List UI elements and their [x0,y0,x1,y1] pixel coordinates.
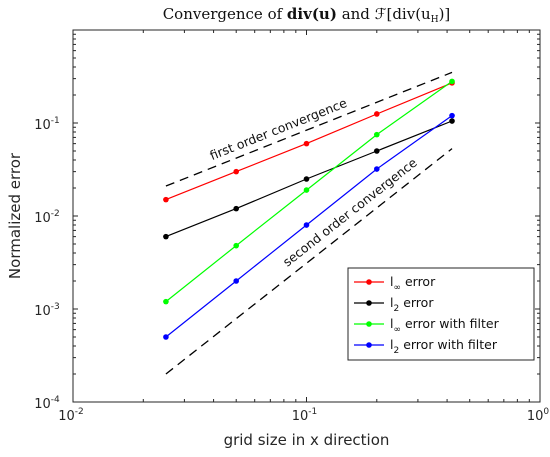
legend-entry: l∞ error [390,274,436,293]
legend-entry: l2 error with filter [390,337,498,356]
title-term2-prefix: ℱ[div(u [375,5,431,23]
title-term1: div(u) [287,5,337,23]
x-tick-label: 10-1 [292,407,318,424]
x-axis-label: grid size in x direction [224,431,390,449]
data-point-2 [163,233,169,240]
series-line-1 [165,82,453,201]
axis-ticks: 10-2 10-1 100 10-4 10-3 10-2 10-1 [34,29,550,424]
legend-entry: l∞ error with filter [390,316,500,335]
data-point-3 [163,298,169,305]
data-point-1 [233,168,240,175]
data-point-2 [449,118,455,124]
data-point-4 [233,278,240,284]
data-point-1 [303,140,310,147]
title-joiner: and [337,5,375,23]
y-tick-label: 10-3 [34,302,60,319]
legend-swatch-marker [366,279,372,285]
title-term2-suffix: )] [439,5,451,23]
data-point-4 [303,222,310,228]
legend: l∞ error l2 error l∞ error with filter l2 e… [347,267,535,361]
reference-line-first-order [165,71,453,187]
data-point-2 [373,148,380,154]
y-tick-label: 10-2 [34,209,60,226]
data-point-1 [373,111,380,117]
data-point-4 [373,166,380,172]
data-point-2 [303,176,310,182]
legend-swatch-marker [366,342,372,348]
data-point-3 [303,187,310,193]
legend-entry: l2 error [390,295,434,314]
x-tick-label: 10-2 [58,407,84,424]
data-point-4 [449,112,455,119]
data-point-3 [449,78,455,85]
title-term2-sub: H [431,15,439,25]
y-tick-label: 10-4 [34,395,60,412]
data-series [163,78,455,340]
annotation-first-order: first order convergence [208,95,350,163]
legend-swatch-marker [366,300,372,306]
y-tick-label: 10-1 [34,116,60,133]
legend-swatch-marker [366,321,372,327]
chart-title: Convergence of div(u) and ℱ[div(uH)] [163,5,451,25]
title-prefix: Convergence of [163,5,287,23]
data-point-3 [233,242,240,249]
data-point-2 [233,205,240,212]
reference-line-second-order [165,148,453,375]
data-point-3 [373,131,380,138]
data-point-1 [163,196,169,203]
y-axis-label: Normalized error [6,152,24,279]
data-point-4 [163,334,169,340]
annotation-second-order: second order convergence [280,155,420,270]
x-tick-label: 100 [527,407,550,424]
reference-lines [165,71,453,375]
